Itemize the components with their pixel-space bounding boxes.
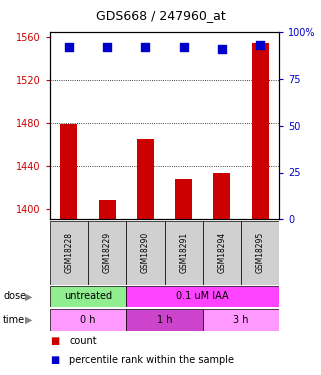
Text: GSM18291: GSM18291 <box>179 232 188 273</box>
Bar <box>99 200 116 219</box>
Bar <box>164 220 203 285</box>
Text: untreated: untreated <box>64 291 112 302</box>
Bar <box>203 309 279 331</box>
Text: ▶: ▶ <box>25 291 32 302</box>
Bar <box>175 178 192 219</box>
Text: GSM18228: GSM18228 <box>65 232 74 273</box>
Bar <box>213 173 230 219</box>
Text: 1 h: 1 h <box>157 315 172 325</box>
Text: GDS668 / 247960_at: GDS668 / 247960_at <box>96 9 225 22</box>
Text: GSM18229: GSM18229 <box>103 232 112 273</box>
Point <box>219 46 224 52</box>
Text: GSM18294: GSM18294 <box>217 232 226 273</box>
Point <box>66 44 72 50</box>
Text: ■: ■ <box>50 336 59 346</box>
Bar <box>126 220 164 285</box>
Text: 0 h: 0 h <box>80 315 96 325</box>
Text: 0.1 uM IAA: 0.1 uM IAA <box>177 291 229 302</box>
Text: 3 h: 3 h <box>233 315 249 325</box>
Text: GSM18290: GSM18290 <box>141 232 150 273</box>
Bar <box>126 309 203 331</box>
Bar <box>50 220 88 285</box>
Bar <box>60 124 77 219</box>
Bar <box>88 220 126 285</box>
Point <box>143 44 148 50</box>
Bar <box>137 139 154 219</box>
Text: GSM18295: GSM18295 <box>256 232 265 273</box>
Bar <box>126 286 279 307</box>
Bar <box>203 220 241 285</box>
Text: dose: dose <box>3 291 26 302</box>
Text: percentile rank within the sample: percentile rank within the sample <box>69 355 234 365</box>
Bar <box>241 220 279 285</box>
Text: count: count <box>69 336 97 346</box>
Text: time: time <box>3 315 25 325</box>
Point <box>181 44 186 50</box>
Text: ■: ■ <box>50 355 59 365</box>
Bar <box>252 43 269 219</box>
Bar <box>50 309 126 331</box>
Point <box>257 42 263 48</box>
Point <box>105 44 110 50</box>
Bar <box>50 286 126 307</box>
Text: ▶: ▶ <box>25 315 32 325</box>
